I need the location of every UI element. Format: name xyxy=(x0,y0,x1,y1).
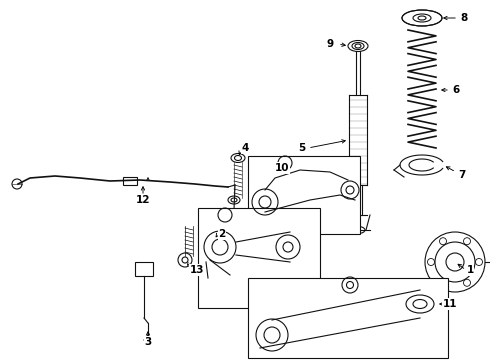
Text: 8: 8 xyxy=(461,13,467,23)
Text: 6: 6 xyxy=(452,85,460,95)
Text: 9: 9 xyxy=(326,39,334,49)
Text: 4: 4 xyxy=(241,143,249,153)
Bar xyxy=(198,208,320,308)
Text: 2: 2 xyxy=(219,229,225,239)
Bar xyxy=(248,156,360,234)
Ellipse shape xyxy=(402,10,442,26)
Bar xyxy=(123,177,137,185)
Bar xyxy=(135,262,153,276)
Text: 10: 10 xyxy=(275,163,289,173)
Bar xyxy=(248,278,448,358)
Text: 11: 11 xyxy=(443,299,457,309)
Text: 1: 1 xyxy=(466,265,474,275)
Text: 13: 13 xyxy=(190,265,204,275)
Text: 12: 12 xyxy=(136,195,150,205)
Text: 5: 5 xyxy=(298,143,306,153)
Text: 3: 3 xyxy=(145,337,151,347)
Text: 7: 7 xyxy=(458,170,466,180)
